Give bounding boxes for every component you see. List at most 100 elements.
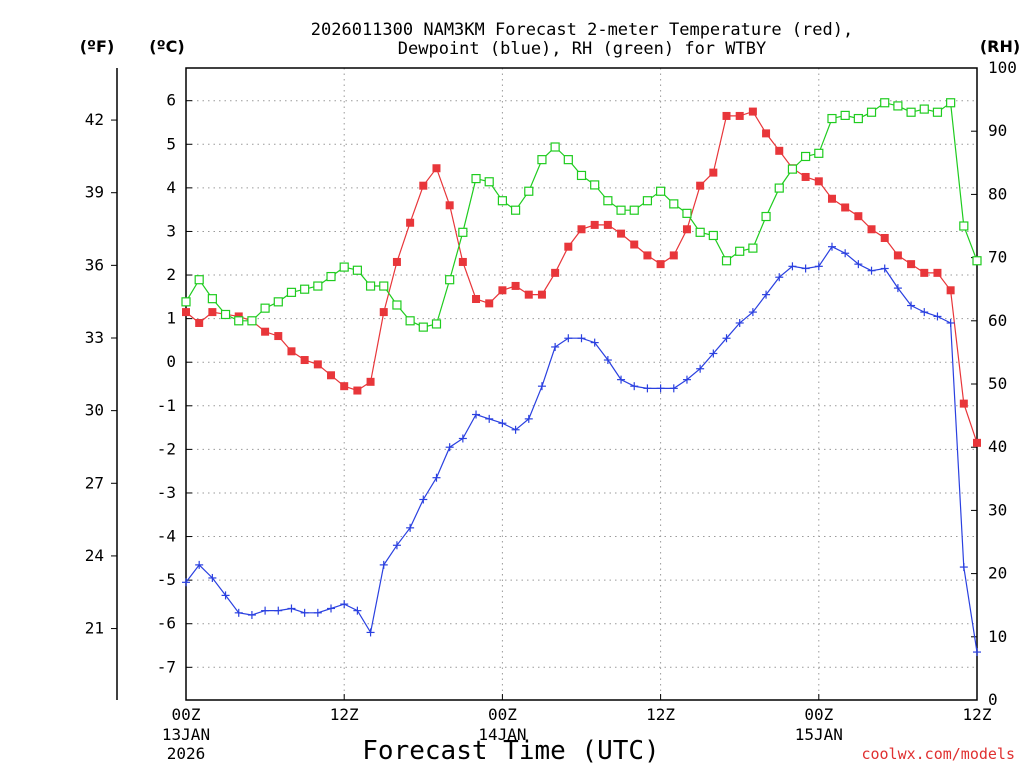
temperature-point	[300, 356, 309, 365]
rh-point	[392, 300, 402, 310]
rh-tick-label: 20	[988, 564, 1007, 583]
rh-tick-label: 70	[988, 248, 1007, 267]
dewpoint-point	[827, 242, 836, 251]
temperature-point	[406, 218, 415, 227]
dewpoint-point	[247, 611, 256, 620]
rh-axis-label: (RH)	[980, 37, 1020, 56]
temperature-point	[182, 308, 190, 317]
rh-point	[735, 246, 745, 256]
rh-point	[866, 107, 877, 117]
rh-point	[616, 205, 626, 215]
celsius-tick-label: 5	[166, 134, 176, 153]
temperature-point	[617, 229, 626, 238]
dewpoint-point	[274, 606, 283, 615]
rh-point	[484, 177, 494, 187]
temperature-point	[841, 203, 850, 212]
dewpoint-point	[287, 604, 296, 613]
rh-point	[510, 205, 521, 215]
dewpoint-point	[379, 560, 388, 569]
rh-point	[339, 262, 349, 272]
temperature-point	[735, 111, 744, 120]
dewpoint-point	[973, 648, 981, 657]
rh-point	[682, 208, 692, 218]
dewpoint-point	[445, 443, 454, 452]
temperature-point	[577, 225, 586, 234]
dewpoint-point	[682, 375, 691, 384]
temperature-point	[801, 172, 810, 181]
rh-tick-label: 30	[988, 500, 1007, 519]
rh-point	[629, 205, 639, 215]
rh-point	[418, 322, 428, 332]
temperature-point	[907, 260, 916, 269]
celsius-tick-label: -6	[157, 614, 176, 633]
temperature-point	[933, 268, 942, 277]
rh-point	[550, 142, 560, 152]
dewpoint-point	[472, 410, 481, 419]
rh-tick-label: 10	[988, 627, 1007, 646]
rh-point	[326, 271, 336, 282]
dewpoint-point	[709, 349, 718, 358]
axes	[111, 67, 978, 701]
celsius-tick-label: -1	[157, 396, 176, 415]
dewpoint-point	[564, 334, 573, 343]
gridlines	[186, 68, 977, 700]
temperature-point	[867, 225, 876, 234]
dewpoint-point	[920, 308, 929, 317]
rh-point	[431, 319, 442, 329]
temperature-point	[498, 286, 507, 295]
temperature-point	[946, 286, 955, 295]
temperature-point	[959, 399, 968, 408]
rh-tick-label: 40	[988, 437, 1007, 456]
rh-tick-label: 80	[988, 184, 1007, 203]
dewpoint-point	[775, 273, 784, 282]
credit-text: coolwx.com/models	[861, 745, 1015, 763]
dewpoint-point	[182, 578, 190, 587]
temperature-point	[880, 233, 889, 242]
dewpoint-point	[340, 600, 349, 609]
rh-point	[458, 227, 468, 237]
temperature-point	[511, 281, 520, 290]
series-green	[181, 98, 982, 332]
dewpoint-point	[261, 606, 270, 615]
fahrenheit-tick-label: 30	[85, 401, 104, 420]
temperature-point	[669, 251, 678, 260]
fahrenheit-tick-label: 24	[85, 546, 104, 565]
temperature-point	[814, 177, 823, 186]
temperature-point	[656, 260, 665, 269]
rh-point	[932, 107, 943, 117]
rh-point	[220, 309, 231, 320]
temperature-point	[366, 377, 375, 386]
temperature-point	[854, 212, 863, 221]
rh-tick-label: 0	[988, 690, 998, 709]
celsius-tick-label: 3	[166, 221, 176, 240]
rh-point	[880, 98, 890, 108]
temperature-point	[379, 308, 388, 317]
x-tick-label: 00Z	[172, 705, 201, 724]
rh-point	[471, 174, 481, 184]
dewpoint-point	[656, 384, 665, 393]
temperature-point	[709, 168, 718, 177]
dewpoint-point	[195, 560, 204, 569]
temperature-point	[762, 129, 771, 138]
rh-point	[247, 316, 257, 326]
temperature-point	[603, 220, 612, 229]
rh-point	[576, 170, 587, 181]
rh-point	[194, 275, 204, 285]
rh-point	[603, 196, 613, 206]
rh-point	[642, 196, 653, 206]
rh-point	[497, 196, 507, 206]
celsius-tick-label: 2	[166, 265, 176, 284]
rh-point	[814, 148, 824, 158]
rh-point	[537, 155, 547, 165]
temperature-point	[327, 371, 336, 380]
x-tick-label: 12Z	[963, 705, 992, 724]
temperature-point	[748, 107, 757, 116]
fahrenheit-tick-label: 33	[85, 328, 104, 347]
rh-point	[801, 151, 811, 162]
celsius-tick-label: -3	[157, 483, 176, 502]
fahrenheit-tick-label: 27	[85, 473, 104, 492]
dewpoint-point	[432, 473, 441, 482]
dewpoint-point	[959, 563, 968, 572]
rh-point	[405, 316, 415, 326]
chart-title-line-1: 2026011300 NAM3KM Forecast 2-meter Tempe…	[311, 20, 853, 40]
